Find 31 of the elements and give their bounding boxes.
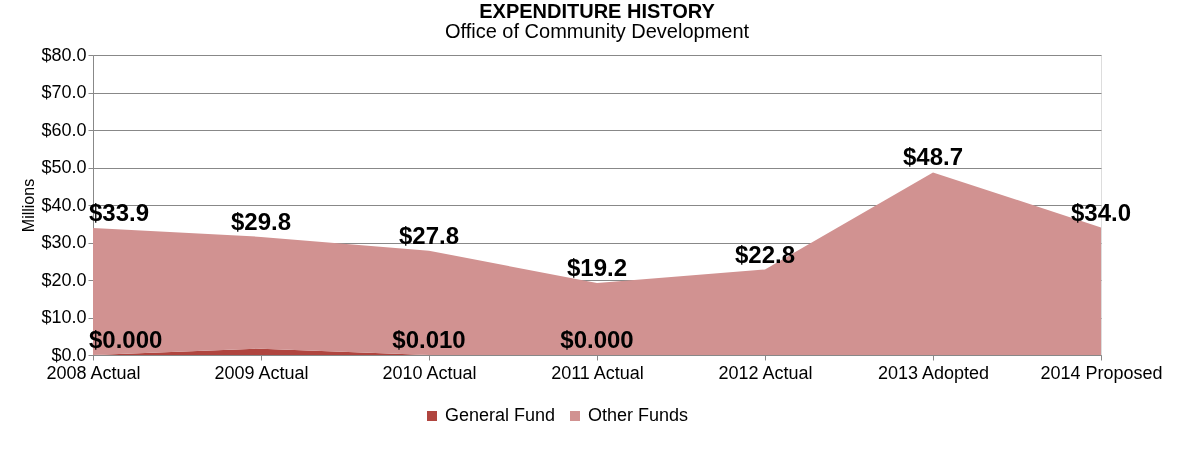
data-label: $0.000: [560, 326, 634, 353]
y-tick-label: $60.0: [41, 119, 87, 140]
x-tick-label: 2009 Actual: [214, 362, 309, 383]
y-tick-label: $30.0: [41, 232, 87, 252]
y-tick-label: $50.0: [41, 157, 87, 177]
legend-label: Other Funds: [588, 405, 689, 425]
y-tick-label: $20.0: [41, 269, 87, 290]
y-tick-label: $80.0: [41, 44, 87, 65]
data-label: $22.8: [734, 240, 796, 268]
data-label: $29.8: [230, 207, 292, 235]
data-label: $48.7: [902, 143, 964, 171]
data-label: $33.9: [89, 198, 150, 226]
x-tick-label: 2013 Adopted: [877, 362, 990, 383]
data-label: $34.0: [1070, 198, 1132, 226]
x-tick-label: 2012 Actual: [718, 362, 813, 383]
data-label: $27.8: [398, 221, 460, 249]
legend-label: General Fund: [445, 405, 556, 425]
y-tick-label: $10.0: [41, 307, 87, 327]
data-label: $19.2: [566, 254, 628, 281]
x-tick-label: 2008 Actual: [46, 362, 141, 383]
y-tick-label: $70.0: [41, 82, 87, 102]
y-tick-label: $40.0: [41, 194, 87, 215]
x-tick-label: 2014 Proposed: [1040, 362, 1163, 383]
chart-subtitle: Office of Community Development: [444, 20, 750, 42]
x-tick-label: 2010 Actual: [382, 362, 477, 383]
x-tick-label: 2011 Actual: [551, 362, 644, 383]
y-axis-title: Millions: [20, 178, 38, 233]
chart-title: EXPENDITURE HISTORY: [479, 0, 716, 22]
y-tick-label: $0.0: [51, 344, 87, 365]
data-label: $0.010: [392, 325, 466, 353]
data-label: $0.000: [89, 326, 163, 353]
